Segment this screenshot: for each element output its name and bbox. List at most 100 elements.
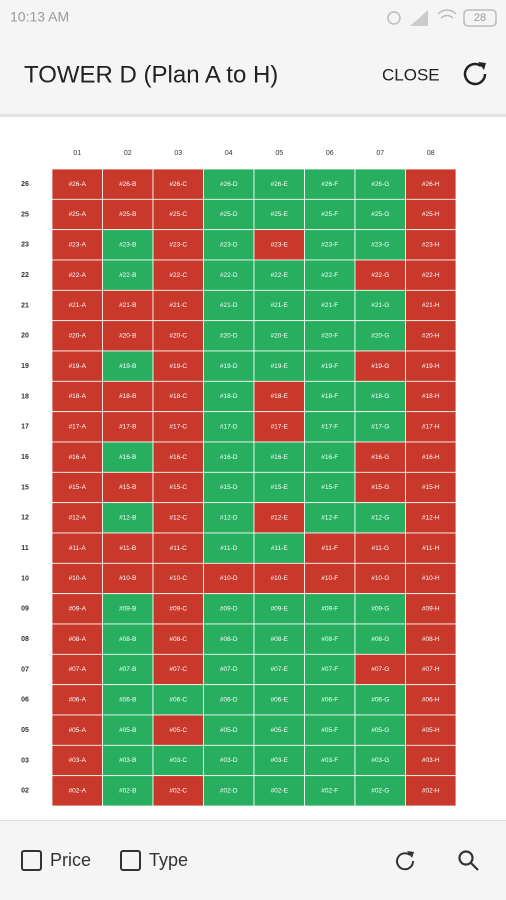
unit-cell[interactable]: [203, 684, 255, 716]
unit-cell[interactable]: [102, 532, 154, 564]
unit-cell[interactable]: [152, 623, 204, 655]
unit-cell[interactable]: [405, 744, 457, 777]
unit-cell[interactable]: [51, 744, 103, 777]
unit-cell[interactable]: [102, 411, 154, 443]
unit-cell[interactable]: [102, 380, 154, 413]
unit-cell[interactable]: [405, 229, 457, 261]
unit-cell[interactable]: [304, 532, 356, 564]
unit-cell[interactable]: [304, 684, 356, 716]
unit-cell[interactable]: [354, 320, 406, 352]
unit-cell[interactable]: [405, 653, 457, 686]
unit-cell[interactable]: [102, 198, 154, 231]
unit-cell[interactable]: [203, 502, 255, 534]
unit-cell[interactable]: [354, 289, 406, 322]
unit-cell[interactable]: [354, 684, 406, 716]
unit-cell[interactable]: [102, 350, 154, 382]
unit-cell[interactable]: [203, 350, 255, 382]
unit-cell[interactable]: [152, 775, 204, 807]
unit-cell[interactable]: [253, 198, 305, 231]
unit-cell[interactable]: [405, 714, 457, 746]
unit-cell[interactable]: [203, 411, 255, 443]
unit-cell[interactable]: [152, 380, 204, 413]
unit-cell[interactable]: [405, 593, 457, 625]
unit-cell[interactable]: [354, 775, 406, 807]
unit-cell[interactable]: [253, 441, 305, 473]
unit-cell[interactable]: [102, 623, 154, 655]
unit-cell[interactable]: [405, 562, 457, 595]
unit-cell[interactable]: [405, 259, 457, 291]
unit-cell[interactable]: [203, 714, 255, 746]
unit-cell[interactable]: [354, 744, 406, 777]
unit-cell[interactable]: [102, 471, 154, 504]
unit-cell[interactable]: [405, 471, 457, 504]
unit-cell[interactable]: [102, 259, 154, 291]
search-button[interactable]: [458, 850, 479, 871]
price-checkbox[interactable]: [21, 850, 42, 871]
unit-cell[interactable]: [51, 441, 103, 473]
type-checkbox[interactable]: [120, 850, 141, 871]
unit-cell[interactable]: [152, 320, 204, 352]
unit-cell[interactable]: [102, 744, 154, 777]
unit-cell[interactable]: [304, 653, 356, 686]
unit-cell[interactable]: [51, 502, 103, 534]
unit-cell[interactable]: [304, 259, 356, 291]
unit-cell[interactable]: [51, 229, 103, 261]
unit-cell[interactable]: [354, 562, 406, 595]
unit-cell[interactable]: [253, 350, 305, 382]
unit-cell[interactable]: [354, 714, 406, 746]
unit-cell[interactable]: [102, 653, 154, 686]
unit-cell[interactable]: [203, 259, 255, 291]
unit-cell[interactable]: [203, 623, 255, 655]
unit-cell[interactable]: [354, 411, 406, 443]
unit-cell[interactable]: [51, 289, 103, 322]
unit-cell[interactable]: [304, 775, 356, 807]
unit-cell[interactable]: [102, 289, 154, 322]
unit-cell[interactable]: [405, 320, 457, 352]
unit-cell[interactable]: [304, 502, 356, 534]
unit-cell[interactable]: [51, 532, 103, 564]
unit-cell[interactable]: [203, 471, 255, 504]
unit-cell[interactable]: [102, 775, 154, 807]
unit-cell[interactable]: [203, 320, 255, 352]
unit-cell[interactable]: [405, 289, 457, 322]
unit-cell[interactable]: [102, 168, 154, 200]
unit-cell[interactable]: [102, 593, 154, 625]
unit-cell[interactable]: [203, 380, 255, 413]
unit-cell[interactable]: [152, 168, 204, 200]
type-label[interactable]: Type: [149, 850, 188, 870]
unit-cell[interactable]: [253, 684, 305, 716]
unit-cell[interactable]: [253, 502, 305, 534]
unit-cell[interactable]: [152, 502, 204, 534]
unit-cell[interactable]: [405, 411, 457, 443]
unit-cell[interactable]: [152, 411, 204, 443]
unit-cell[interactable]: [253, 168, 305, 200]
unit-cell[interactable]: [152, 229, 204, 261]
unit-cell[interactable]: [405, 684, 457, 716]
unit-cell[interactable]: [51, 714, 103, 746]
unit-cell[interactable]: [354, 593, 406, 625]
unit-cell[interactable]: [51, 380, 103, 413]
unit-cell[interactable]: [102, 562, 154, 595]
unit-cell[interactable]: [253, 562, 305, 595]
unit-cell[interactable]: [203, 775, 255, 807]
unit-cell[interactable]: [152, 744, 204, 777]
unit-cell[interactable]: [253, 744, 305, 777]
unit-cell[interactable]: [405, 502, 457, 534]
unit-cell[interactable]: [51, 259, 103, 291]
unit-cell[interactable]: [405, 623, 457, 655]
unit-cell[interactable]: [102, 441, 154, 473]
unit-cell[interactable]: [152, 684, 204, 716]
unit-cell[interactable]: [253, 380, 305, 413]
unit-cell[interactable]: [152, 532, 204, 564]
price-label[interactable]: Price: [50, 850, 91, 870]
unit-cell[interactable]: [304, 441, 356, 473]
unit-cell[interactable]: [405, 350, 457, 382]
unit-cell[interactable]: [405, 168, 457, 200]
unit-cell[interactable]: [102, 714, 154, 746]
unit-cell[interactable]: [102, 229, 154, 261]
unit-cell[interactable]: [152, 259, 204, 291]
reset-button[interactable]: [396, 851, 415, 871]
unit-cell[interactable]: [354, 532, 406, 564]
refresh-button[interactable]: [463, 62, 487, 86]
unit-cell[interactable]: [253, 532, 305, 564]
